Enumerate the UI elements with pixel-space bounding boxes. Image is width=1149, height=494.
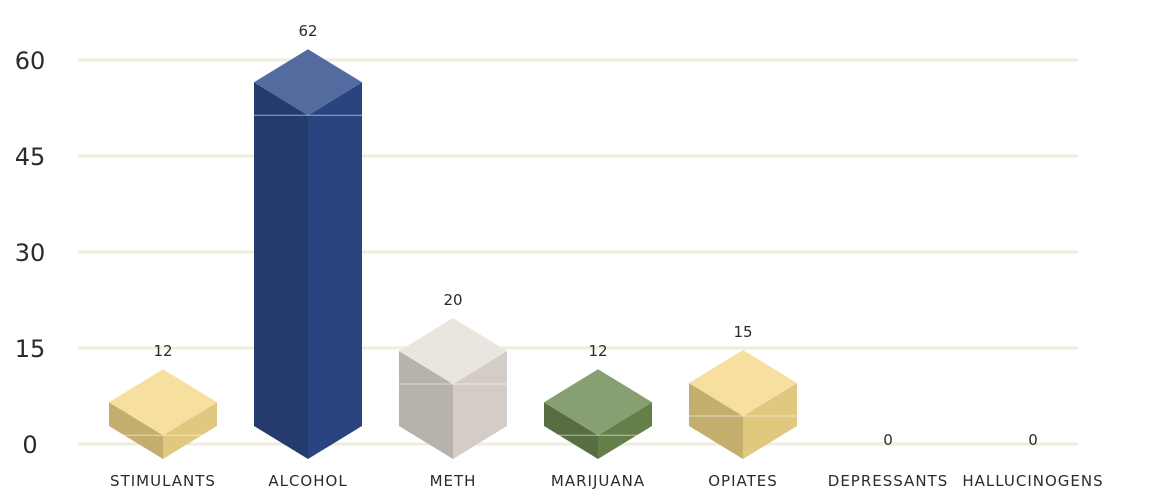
bars: 12 62 20 12 15 0 0 [109,22,1038,459]
x-tick-label-alcohol: ALCOHOL [268,472,347,490]
x-tick-label-meth: METH [430,472,477,490]
x-tick-label-marijuana: MARIJUANA [551,472,645,490]
y-axis: 0 15 30 45 60 [15,47,46,459]
bar-alcohol [254,49,362,459]
data-label-depressants: 0 [883,431,893,449]
data-label-meth: 20 [443,291,462,309]
bar-left-face [109,402,163,459]
bar-stimulants [109,369,217,459]
bar-top-face [254,49,362,116]
y-tick-label: 45 [15,143,46,171]
y-tick-label: 60 [15,47,46,75]
y-tick-label: 15 [15,335,46,363]
data-label-stimulants: 12 [153,342,172,360]
bar-right-face [743,383,797,459]
bar-right-face [308,82,362,459]
data-label-alcohol: 62 [298,22,317,40]
gridlines [78,58,1078,446]
bar-marijuana [544,369,652,459]
data-label-hallucinogens: 0 [1028,431,1038,449]
x-axis: STIMULANTS ALCOHOL METH MARIJUANA OPIATES DEP… [110,472,1103,490]
bar-top-face [689,350,797,416]
bar-opiates [689,350,797,459]
data-label-marijuana: 12 [588,342,607,360]
y-tick-label: 0 [22,431,37,459]
bar-left-face [689,383,743,459]
data-label-opiates: 15 [733,323,752,341]
x-tick-label-opiates: OPIATES [708,472,778,490]
x-tick-label-stimulants: STIMULANTS [110,472,216,490]
bar-right-face [598,402,652,459]
x-tick-label-hallucinogens: HALLUCINOGENS [962,472,1103,490]
bar-top-face [399,318,507,384]
bar-meth [399,318,507,459]
bar-right-face [453,351,507,459]
bar-top-face [544,369,652,436]
bar-left-face [399,351,453,459]
x-tick-label-depressants: DEPRESSANTS [828,472,948,490]
bar-left-face [544,402,598,459]
bar-top-face [109,369,217,436]
bar-left-face [254,82,308,459]
y-tick-label: 30 [15,239,46,267]
bar-right-face [163,402,217,459]
